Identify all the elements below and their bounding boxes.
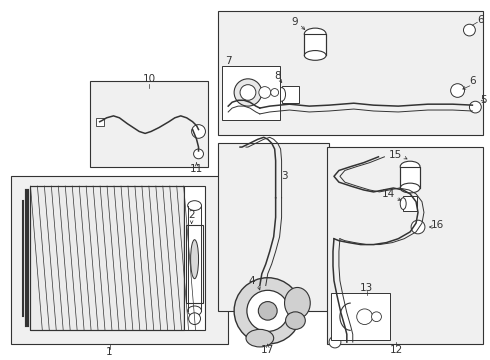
Text: 17: 17: [261, 345, 274, 355]
Text: 16: 16: [431, 220, 444, 230]
Text: 8: 8: [274, 71, 281, 81]
Bar: [222, 66, 280, 120]
Text: 13: 13: [360, 283, 373, 293]
Text: 9: 9: [291, 17, 298, 27]
Text: 5: 5: [481, 95, 487, 105]
Circle shape: [371, 312, 381, 321]
Text: 12: 12: [390, 345, 403, 355]
Circle shape: [411, 220, 425, 234]
Bar: [184, 186, 205, 330]
Bar: [400, 167, 420, 188]
Bar: [304, 34, 326, 55]
Bar: [90, 81, 208, 167]
Circle shape: [194, 149, 203, 159]
Ellipse shape: [304, 28, 326, 40]
Bar: [219, 10, 483, 135]
Circle shape: [469, 101, 481, 113]
Ellipse shape: [278, 87, 286, 101]
Bar: [11, 176, 228, 344]
Text: 1: 1: [106, 347, 113, 357]
Ellipse shape: [400, 183, 420, 193]
Circle shape: [234, 278, 301, 344]
Bar: [403, 196, 417, 211]
Bar: [186, 225, 203, 303]
Text: 7: 7: [225, 56, 231, 66]
Ellipse shape: [191, 240, 198, 279]
Circle shape: [253, 284, 269, 299]
Ellipse shape: [286, 312, 305, 329]
Ellipse shape: [400, 161, 420, 172]
Text: 11: 11: [190, 163, 203, 174]
Circle shape: [357, 309, 372, 324]
Text: 15: 15: [389, 150, 402, 160]
Circle shape: [247, 290, 289, 332]
Bar: [331, 293, 391, 340]
Circle shape: [270, 89, 279, 96]
Ellipse shape: [188, 306, 201, 316]
Text: 2: 2: [188, 210, 195, 220]
Text: 6: 6: [477, 15, 484, 25]
Text: 4: 4: [248, 276, 255, 285]
Bar: [30, 186, 184, 330]
Ellipse shape: [285, 288, 310, 319]
Text: 3: 3: [281, 171, 288, 181]
Bar: [219, 143, 329, 311]
Ellipse shape: [304, 50, 326, 60]
Text: 6: 6: [469, 76, 476, 86]
Circle shape: [451, 84, 465, 97]
Ellipse shape: [246, 329, 274, 347]
Circle shape: [192, 125, 205, 138]
Circle shape: [464, 24, 475, 36]
Circle shape: [189, 313, 200, 324]
Circle shape: [329, 336, 341, 348]
Text: 10: 10: [143, 74, 156, 84]
Ellipse shape: [400, 198, 406, 210]
Circle shape: [259, 87, 270, 98]
Circle shape: [234, 79, 262, 106]
Ellipse shape: [188, 201, 201, 211]
Bar: [282, 86, 299, 103]
Text: 14: 14: [382, 189, 395, 199]
Bar: [96, 118, 103, 126]
Bar: [30, 186, 184, 330]
Circle shape: [240, 85, 256, 100]
Bar: [327, 147, 483, 344]
Circle shape: [258, 302, 277, 320]
